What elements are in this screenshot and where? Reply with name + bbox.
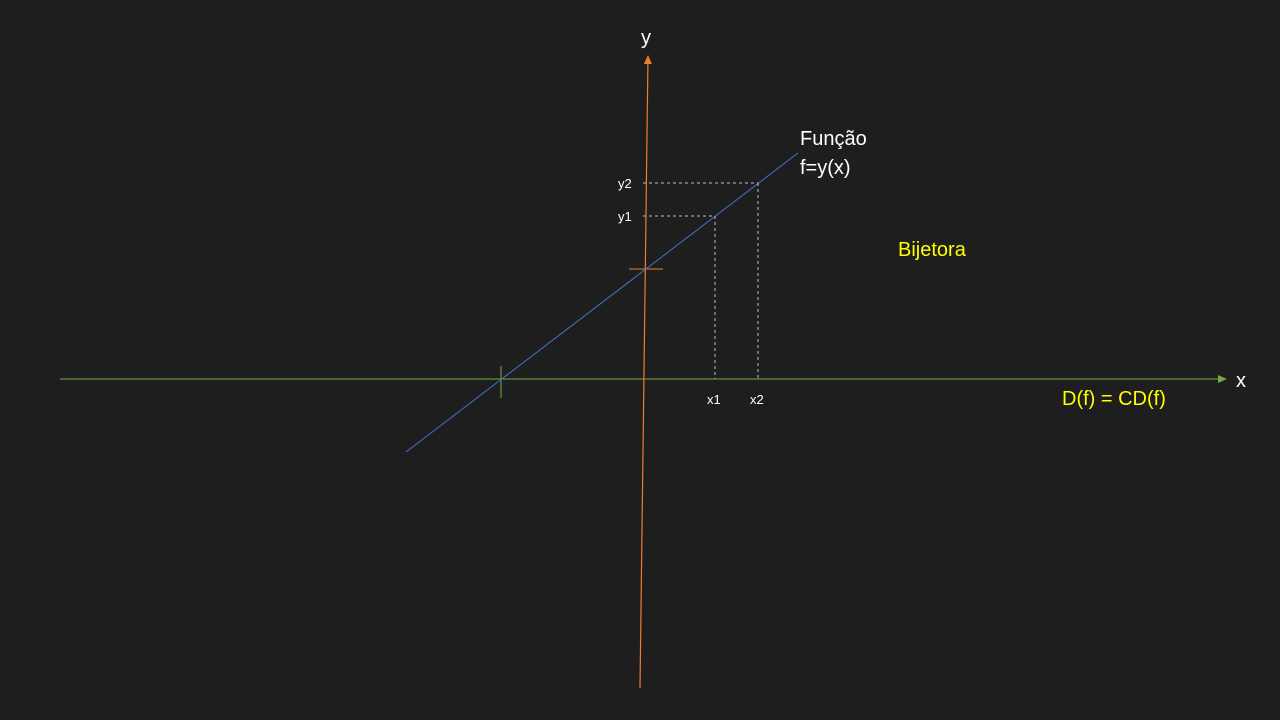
y-axis-label: y: [641, 27, 651, 49]
x1-label: x1: [707, 392, 721, 407]
x2-label: x2: [750, 392, 764, 407]
x-axis-label: x: [1236, 370, 1246, 392]
function-name-label: Função: [800, 128, 867, 150]
function-line: [405, 152, 799, 453]
y1-label: y1: [618, 209, 632, 224]
function-formula-label: f=y(x): [800, 157, 851, 179]
y2-label: y2: [618, 176, 632, 191]
domain-codomain-label: D(f) = CD(f): [1062, 388, 1166, 410]
bijective-label: Bijetora: [898, 239, 967, 261]
y-axis: [639, 55, 652, 689]
